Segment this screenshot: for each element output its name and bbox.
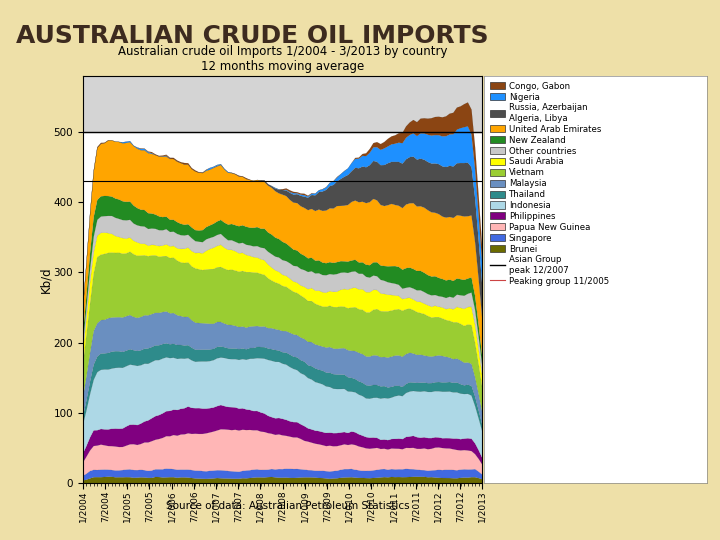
Legend: Congo, Gabon, Nigeria, Russia, Azerbaijan
Algeria, Libya, United Arab Emirates, : Congo, Gabon, Nigeria, Russia, Azerbaija… [487,78,613,289]
Title: Australian crude oil Imports 1/2004 - 3/2013 by country
12 months moving average: Australian crude oil Imports 1/2004 - 3/… [118,45,447,73]
Text: Source of data: Australian Petroleum Statistics: Source of data: Australian Petroleum Sta… [166,501,410,511]
Text: AUSTRALIAN CRUDE OIL IMPORTS: AUSTRALIAN CRUDE OIL IMPORTS [16,24,488,48]
Y-axis label: Kb/d: Kb/d [39,266,52,293]
Bar [83,76,482,132]
